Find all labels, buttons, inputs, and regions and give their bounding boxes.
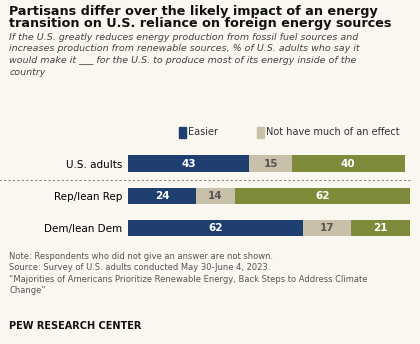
Bar (249, 155, 292, 172)
Text: 62: 62 (315, 191, 330, 201)
Text: Easier: Easier (188, 127, 218, 137)
Text: If the U.S. greatly reduces energy production from fossil fuel sources and
incre: If the U.S. greatly reduces energy produ… (9, 33, 360, 77)
Text: Partisans differ over the likely impact of an energy: Partisans differ over the likely impact … (9, 5, 378, 18)
Text: 21: 21 (373, 223, 388, 233)
Bar (292, 155, 405, 172)
Bar (128, 220, 303, 236)
Bar (128, 187, 196, 204)
Text: 17: 17 (320, 223, 334, 233)
Bar (351, 220, 410, 236)
Text: PEW RESEARCH CENTER: PEW RESEARCH CENTER (9, 321, 142, 331)
Bar (128, 155, 249, 172)
Text: 15: 15 (263, 159, 278, 169)
Text: Not have much of an effect: Not have much of an effect (266, 127, 400, 137)
Text: 62: 62 (208, 223, 223, 233)
Bar (235, 187, 410, 204)
Bar (257, 127, 265, 138)
Text: 14: 14 (208, 191, 223, 201)
Text: 24: 24 (155, 191, 169, 201)
Text: transition on U.S. reliance on foreign energy sources: transition on U.S. reliance on foreign e… (9, 17, 391, 30)
Text: 40: 40 (341, 159, 356, 169)
Bar (179, 127, 186, 138)
Text: Note: Respondents who did not give an answer are not shown.
Source: Survey of U.: Note: Respondents who did not give an an… (9, 252, 368, 295)
Text: 43: 43 (181, 159, 196, 169)
Bar (303, 220, 351, 236)
Bar (196, 187, 235, 204)
